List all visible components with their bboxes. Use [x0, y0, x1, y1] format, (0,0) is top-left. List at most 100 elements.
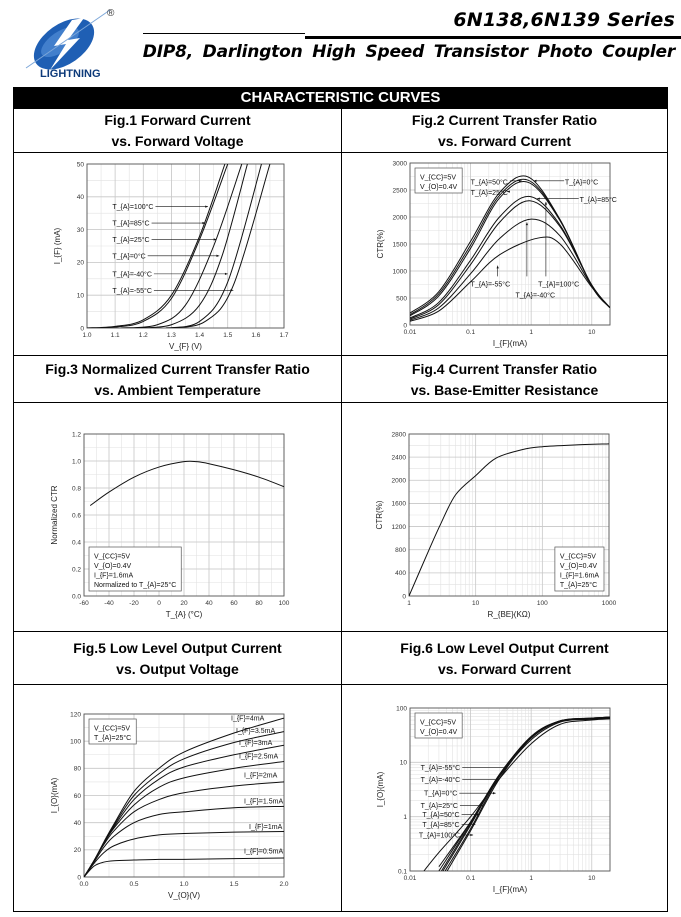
arrowhead-icon — [537, 197, 540, 200]
x-axis-label: I_{F}(mA) — [493, 885, 528, 894]
curve-label: T_{A}=25°C — [471, 189, 508, 197]
curve-label: T_{A}=25°C — [421, 802, 458, 810]
y-tick-label: 0.4 — [72, 539, 81, 546]
y-tick-label: 3000 — [393, 160, 408, 167]
legend-line: V_{O}=0.4V — [420, 184, 458, 191]
curve-label: T_{A}=100°C — [112, 203, 153, 211]
fig3-chart: -60 -40 -20 0 20 40 60 80 100 0.0 0.2 0.4 0.6 0.8 1.0 1… — [50, 431, 290, 619]
fig1-caption: Fig.1 Forward Current vs. Forward Voltag… — [14, 108, 341, 152]
fig6-caption: Fig.6 Low Level Output Current vs. Forwa… — [342, 631, 667, 684]
y-tick-label: 0.8 — [72, 485, 81, 492]
x-axis-label: R_{BE}(KΩ) — [488, 610, 531, 619]
page-title: 6N138,6N139 Series — [453, 9, 675, 31]
y-tick-label: 100 — [396, 705, 407, 712]
arrowhead-icon — [230, 289, 234, 292]
series-group — [409, 443, 609, 596]
fig1-title-line2: vs. Forward Voltage — [111, 133, 244, 149]
registered-mark: ® — [107, 8, 115, 19]
fig3-cell: -60 -40 -20 0 20 40 60 80 100 0.0 0.2 0.4 0.6 0.8 1.0 1… — [14, 402, 341, 631]
y-tick-label: 0.2 — [72, 566, 81, 573]
series-line — [87, 164, 229, 328]
arrowhead-icon — [205, 205, 209, 208]
plot-frame — [409, 162, 611, 326]
series-line — [410, 236, 610, 322]
legend-line: V_{O}=0.4V — [560, 563, 598, 570]
x-tick-label: 1 — [529, 329, 533, 336]
y-tick-label: 0 — [77, 874, 81, 881]
curve-label: T_{A}=85°C — [112, 220, 149, 228]
x-tick-label: -40 — [104, 600, 114, 607]
fig5-caption: Fig.5 Low Level Output Current vs. Outpu… — [14, 631, 341, 684]
curve-label: I_{F}=3mA — [239, 740, 273, 747]
fig2-title-line1: Fig.2 Current Transfer Ratio — [411, 112, 598, 128]
y-tick-label: 10 — [77, 293, 85, 300]
y-tick-label: 40 — [77, 194, 85, 201]
fig4-cell: 1 10 100 1000 0 400 800 1200 1600 2000 2400 2800 R_{… — [342, 402, 667, 631]
series-line — [134, 164, 248, 328]
y-axis-label: Normalized CTR — [50, 485, 59, 544]
y-tick-label: 1.0 — [72, 458, 81, 465]
series-line — [84, 717, 284, 877]
fig6-title-line1: Fig.6 Low Level Output Current — [400, 640, 609, 656]
x-tick-label: 1.1 — [111, 332, 120, 339]
series-group — [89, 460, 284, 506]
x-tick-label: -20 — [129, 600, 139, 607]
y-tick-label: 0 — [402, 593, 406, 600]
y-tick-label: 50 — [77, 161, 85, 168]
column-divider — [341, 108, 342, 911]
x-tick-label: 1 — [529, 875, 533, 882]
x-axis-label: T_{A} (°C) — [166, 610, 203, 619]
series-line — [89, 460, 284, 506]
y-tick-label: 1000 — [393, 268, 408, 275]
x-tick-label: 1.2 — [139, 332, 148, 339]
curve-label: I_{F}=3.5mA — [236, 728, 275, 735]
arrowhead-icon — [496, 265, 499, 269]
arrowhead-icon — [224, 272, 228, 276]
y-tick-label: 60 — [74, 793, 82, 800]
y-tick-label: 1200 — [392, 524, 407, 531]
legend-line: I_{F}=1.6mA — [94, 573, 133, 580]
plot-frame — [86, 163, 285, 329]
fig5-chart: 0.0 0.5 1.0 1.5 2.0 0 20 40 60 80 100 120 V_{O}(V) I_… — [50, 711, 289, 900]
y-tick-label: 100 — [70, 738, 81, 745]
fig6-cell: 0.01 0.1 1 10 0.1 1 10 100 I_{F}(mA) I_{O}(mA) T_{… — [342, 684, 667, 911]
x-axis-label: V_{F} (V) — [169, 342, 202, 351]
y-tick-label: 0 — [403, 322, 407, 329]
x-tick-label: 0.5 — [129, 881, 138, 888]
logo-text: LIGHTNING — [40, 68, 101, 80]
legend-line: T_{A}=25°C — [94, 734, 131, 742]
arrowhead-icon — [213, 238, 217, 241]
lightning-bolt-icon — [50, 18, 84, 70]
y-tick-label: 800 — [395, 547, 406, 554]
curve-label: T_{A}=100°C — [538, 280, 579, 288]
curve-label: T_{A}=-40°C — [421, 776, 461, 784]
legend-line: V_{O}=0.4V — [420, 729, 458, 736]
arrowhead-icon — [519, 179, 522, 182]
y-tick-label: 2500 — [393, 187, 408, 194]
x-tick-label: 2.0 — [279, 881, 288, 888]
fig5-cell: 0.0 0.5 1.0 1.5 2.0 0 20 40 60 80 100 120 V_{O}(V) I_… — [14, 684, 341, 911]
curve-label: T_{A}=0°C — [424, 790, 457, 798]
arrowhead-icon — [504, 766, 508, 769]
y-tick-label: 20 — [74, 847, 82, 854]
y-axis-label: I_{O}(mA) — [376, 771, 385, 807]
arrowhead-icon — [470, 833, 474, 837]
legend-line: V_{CC}=5V — [94, 554, 130, 561]
x-tick-label: 100 — [537, 600, 548, 607]
legend-line: V_{CC}=5V — [420, 175, 456, 182]
x-tick-label: 60 — [230, 600, 238, 607]
legend-line: Normalized to T_{A}=25°C — [94, 581, 176, 589]
y-tick-label: 2000 — [393, 214, 408, 221]
arrowhead-icon — [216, 254, 220, 258]
series-line — [409, 443, 609, 596]
fig2-title-line2: vs. Forward Current — [437, 133, 572, 149]
x-tick-label: 80 — [255, 600, 263, 607]
series-line — [84, 857, 284, 877]
arrowhead-icon — [544, 201, 548, 205]
curve-label: T_{A}=-40°C — [515, 291, 555, 299]
x-tick-label: 1.5 — [229, 881, 238, 888]
curve-label: I_{F}=1.5mA — [244, 798, 283, 805]
y-tick-label: 0.0 — [72, 593, 81, 600]
fig6-title-line2: vs. Forward Current — [437, 661, 572, 677]
curve-label: T_{A}=0°C — [112, 252, 145, 260]
